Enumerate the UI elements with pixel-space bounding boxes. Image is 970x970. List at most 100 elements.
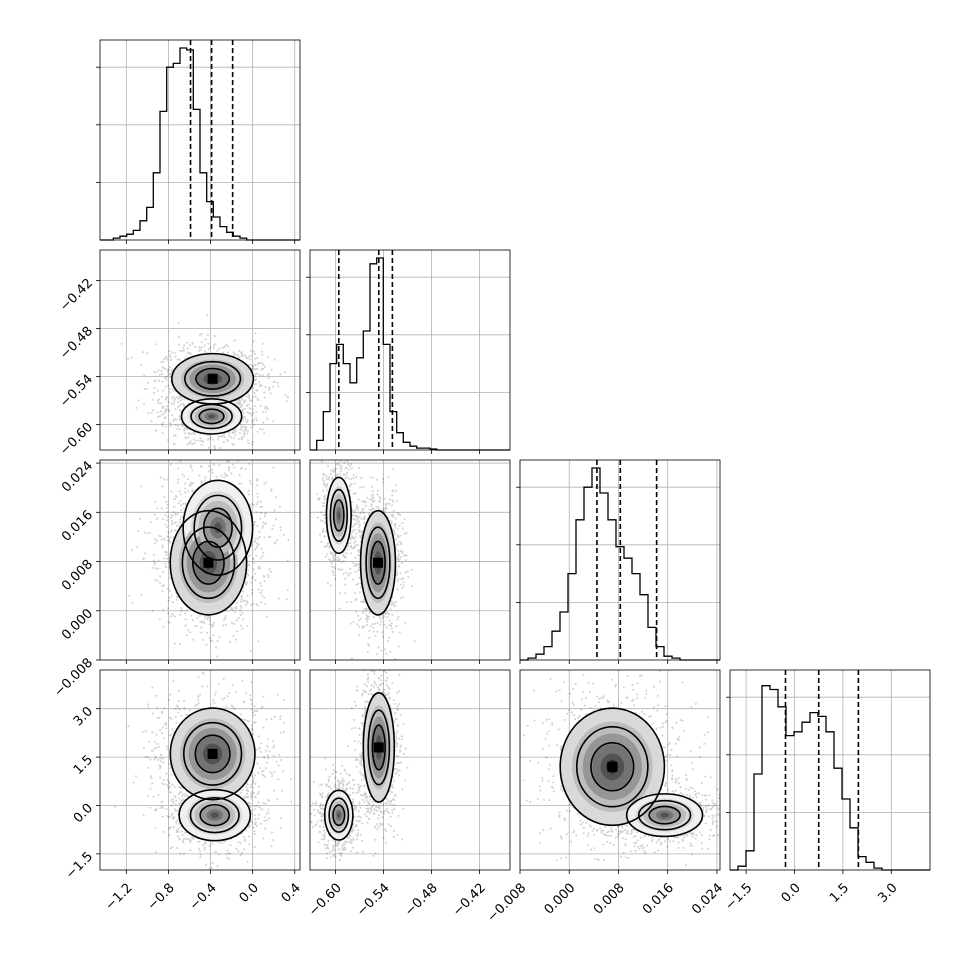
x-tick-label-1-0: −0.60 <box>306 881 345 920</box>
panel-content-3 <box>310 460 510 660</box>
contour-0-1-1 <box>190 403 233 430</box>
x-tick-label-0-3: 0.0 <box>237 881 262 906</box>
scatter-panel-1-3 <box>309 669 511 874</box>
contour-0-2-0 <box>195 367 231 390</box>
y-tick-label-1-2: −0.48 <box>57 324 96 363</box>
y-tick-label-3-0: −1.5 <box>63 849 96 882</box>
scatter-panel-0-3 <box>96 669 301 874</box>
density-peak-5 <box>607 761 618 772</box>
contour-3-2-1 <box>332 499 345 532</box>
scatter-panel-0-1 <box>96 249 301 454</box>
y-tick-label-2-1: 0.016 <box>59 508 96 545</box>
panel-content-5 <box>520 670 720 870</box>
histogram-bars-2 <box>520 467 720 661</box>
y-tick-label-1-1: −0.54 <box>57 372 96 411</box>
density-fill-2-5-1 <box>210 812 219 819</box>
x-tick-label-3-3: 3.0 <box>875 881 900 906</box>
y-tick-label-3-3: 3.0 <box>71 704 96 729</box>
histogram-bars-3 <box>730 685 930 871</box>
panel-frame-0 <box>99 249 301 451</box>
x-tick-label-2-4: 0.024 <box>689 881 726 918</box>
panel-content-1 <box>100 460 300 660</box>
density-fill-5-5-1 <box>660 812 669 818</box>
panel-frame-2 <box>99 669 301 871</box>
y-tick-label-3-2: 1.5 <box>71 753 96 778</box>
panel-frame-5 <box>519 669 721 871</box>
x-tick-label-0-0: −1.2 <box>103 881 136 914</box>
density-fill-0-5-1 <box>208 414 215 419</box>
scatter-panel-2-3 <box>519 669 721 874</box>
contour-3-1-0 <box>365 526 391 600</box>
panel-content-4 <box>310 670 510 870</box>
panel-frame-1 <box>99 459 301 661</box>
contour-4-1-1 <box>328 797 350 833</box>
contour-1-2-1 <box>202 507 233 548</box>
y-tick-label-1-0: −0.60 <box>57 420 96 459</box>
contour-3-0-0 <box>359 509 397 616</box>
histogram-panel-2 <box>516 459 721 664</box>
contour-1-1-1 <box>193 494 243 561</box>
panel-content-2 <box>100 670 300 870</box>
y-tick-label-2-3: 0.000 <box>59 606 96 643</box>
contour-1-0-1 <box>182 479 254 576</box>
x-tick-label-2-1: 0.000 <box>542 881 579 918</box>
density-peak-2 <box>207 748 218 759</box>
contour-3-1-1 <box>329 488 348 543</box>
x-tick-label-3-1: 0.0 <box>779 881 804 906</box>
y-tick-label-2-0: 0.024 <box>59 459 96 496</box>
x-tick-label-0-1: −0.8 <box>145 881 178 914</box>
density-peak-0 <box>207 373 218 384</box>
histogram-panel-1 <box>306 249 511 454</box>
x-tick-label-2-0: −0.008 <box>485 881 530 926</box>
contour-4-2-0 <box>371 724 386 771</box>
x-tick-label-1-1: −0.54 <box>354 881 393 920</box>
panel-frame-3 <box>309 459 511 661</box>
contour-2-2-1 <box>199 803 231 827</box>
scatter-panel-1-2 <box>309 459 511 664</box>
contour-4-2-1 <box>332 804 346 827</box>
density-peak-3 <box>373 557 383 568</box>
density-peak-1 <box>203 557 214 568</box>
contour-5-1-1 <box>637 799 692 831</box>
contour-5-2-1 <box>648 805 681 825</box>
contour-1-1-0 <box>181 526 236 600</box>
histogram-frame-0 <box>99 39 301 241</box>
y-tick-label-1-3: −0.42 <box>57 276 96 315</box>
contour-2-2-0 <box>194 734 231 774</box>
contour-5-0-1 <box>625 793 704 838</box>
x-tick-label-0-2: −0.4 <box>187 881 220 914</box>
x-tick-label-0-4: 0.4 <box>279 881 304 906</box>
contour-0-2-1 <box>198 408 225 425</box>
y-tick-label-2-4: −0.008 <box>51 655 96 700</box>
panel-content-0 <box>100 250 300 450</box>
contour-0-0-1 <box>180 397 243 435</box>
histogram-frame-3 <box>729 669 931 871</box>
x-tick-label-3-2: 1.5 <box>827 881 852 906</box>
histogram-frame-2 <box>519 459 721 661</box>
density-peak-4 <box>373 742 384 753</box>
contour-2-0-1 <box>178 788 252 842</box>
contour-0-1-0 <box>184 360 242 397</box>
histogram-panel-3 <box>726 669 931 874</box>
contour-4-0-1 <box>323 789 354 841</box>
contour-2-1-0 <box>182 721 243 786</box>
contour-5-0-0 <box>559 707 666 827</box>
contour-5-1-0 <box>575 726 649 808</box>
histogram-panel-0 <box>96 39 301 244</box>
y-tick-label-2-2: 0.008 <box>59 557 96 594</box>
histogram-bars-0 <box>100 47 300 241</box>
x-tick-label-3-0: −1.5 <box>722 881 755 914</box>
x-tick-label-2-3: 0.016 <box>640 881 677 918</box>
scatter-panel-0-2 <box>96 459 301 664</box>
contour-4-0-0 <box>362 691 396 803</box>
contour-1-0-0 <box>169 509 248 616</box>
contour-3-0-1 <box>325 476 352 555</box>
histogram-frame-1 <box>309 249 511 451</box>
contour-4-1-0 <box>367 709 391 786</box>
contour-5-2-0 <box>590 742 635 792</box>
x-tick-label-1-2: −0.48 <box>402 881 441 920</box>
contour-2-1-1 <box>189 797 240 834</box>
x-tick-label-1-3: −0.42 <box>450 881 489 920</box>
